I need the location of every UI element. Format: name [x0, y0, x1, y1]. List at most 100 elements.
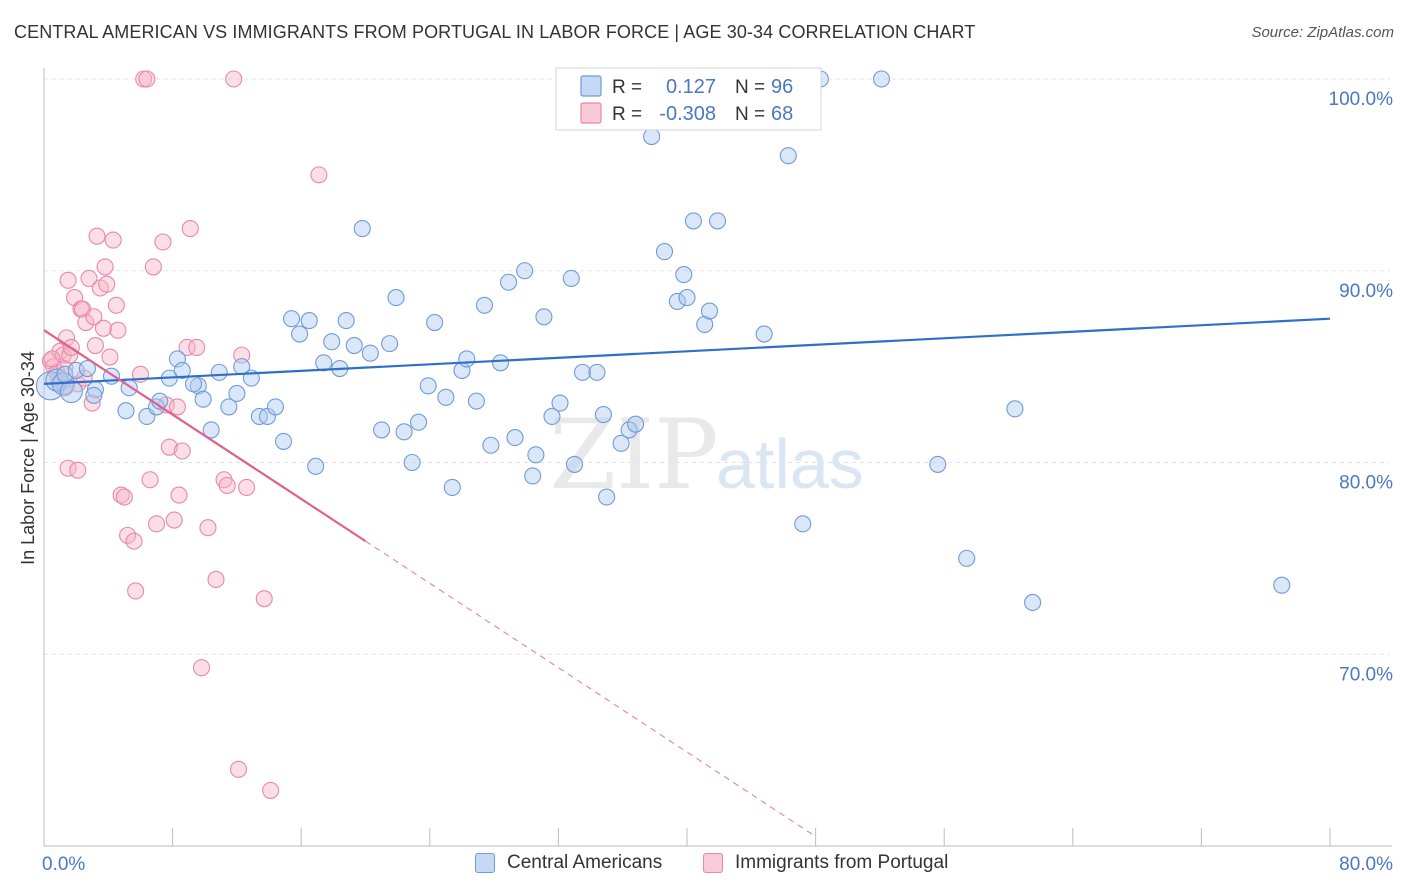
blue-point [491, 354, 510, 372]
watermark: ZIP atlas [549, 399, 863, 511]
legend-r-value: 0.127 [666, 76, 716, 98]
blue-point [283, 310, 301, 328]
blue-point [543, 407, 561, 426]
bottom-legend: Central Americans Immigrants from Portug… [0, 852, 1406, 878]
blue-point [337, 312, 355, 330]
legend-swatch-pink [580, 102, 602, 124]
blue-point [395, 423, 413, 441]
blue-point [85, 386, 103, 404]
blue-point [78, 359, 96, 378]
blue-point [202, 421, 220, 439]
blue-point [387, 289, 405, 307]
axes [43, 68, 1392, 847]
legend-n-value: 96 [771, 76, 793, 98]
pink-point [154, 233, 172, 251]
pink-point [218, 476, 236, 495]
pink-point [262, 781, 280, 799]
blue-point [573, 363, 592, 381]
pink-point [98, 275, 116, 293]
blue-point [475, 296, 494, 314]
blue-point [524, 467, 542, 485]
trend-line-pink [43, 329, 367, 543]
blue-point [1024, 593, 1042, 612]
legend-r-value: -0.308 [659, 103, 716, 125]
blue-point [307, 457, 325, 475]
blue-point [426, 313, 444, 332]
blue-point [184, 375, 203, 393]
blue-point [373, 421, 391, 439]
pink-point [80, 269, 98, 287]
blue-point [403, 453, 421, 472]
blue-point [194, 390, 212, 408]
blue-point [1273, 576, 1291, 594]
y-tick-label: 90.0% [1339, 281, 1393, 302]
pink-point [173, 442, 191, 460]
pink-point [138, 70, 156, 88]
blue-point [482, 436, 500, 454]
blue-point [210, 363, 228, 381]
blue-point [323, 333, 341, 351]
legend-n-label: N = [735, 77, 765, 98]
watermark-zip: ZIP [549, 399, 718, 511]
blue-point [535, 308, 553, 326]
pink-point [109, 321, 127, 339]
axis-labels: 100.0% 90.0% 80.0% 70.0% 0.0% 80.0% In Labor F… [18, 89, 1393, 875]
pink-point [96, 258, 114, 276]
pink-point [127, 582, 145, 600]
pink-point [168, 398, 186, 416]
blue-point [467, 392, 485, 410]
blue-point [361, 344, 379, 362]
pink-point [192, 659, 211, 677]
pink-point [170, 486, 188, 504]
blue-point [598, 488, 616, 506]
legend-item-central-americans[interactable]: Central Americans [475, 852, 662, 874]
legend-label-central-americans: Central Americans [507, 852, 663, 873]
blue-point [696, 315, 714, 333]
pink-point [147, 515, 166, 533]
blue-point [551, 394, 569, 412]
blue-point [117, 402, 135, 420]
blue-point [381, 335, 399, 353]
pink-point [119, 526, 137, 544]
blue-point [1006, 400, 1024, 418]
pink-point [207, 570, 225, 589]
pink-point [104, 231, 122, 249]
blue-point [220, 398, 238, 416]
pink-point [59, 271, 77, 289]
pink-point [101, 348, 119, 366]
x-tick-label: 0.0% [42, 854, 85, 875]
blue-point [675, 266, 693, 284]
blue-point [173, 361, 191, 380]
pink-point [188, 338, 206, 357]
pink-series-points [41, 70, 328, 799]
pink-point [255, 590, 273, 608]
blue-point [437, 388, 455, 406]
legend-r-label: R = [612, 104, 642, 125]
y-axis-title: In Labor Force | Age 30-34 [18, 351, 38, 565]
blue-point [353, 220, 371, 238]
pink-point [225, 70, 243, 88]
pink-point [181, 220, 199, 238]
y-tick-label: 70.0% [1339, 664, 1393, 685]
legend-swatch-pink [703, 853, 723, 873]
source-label: Source: ZipAtlas.com [1251, 24, 1394, 41]
blue-point [266, 398, 285, 416]
pink-point [86, 336, 104, 355]
blue-point [668, 292, 686, 310]
blue-point [345, 336, 363, 355]
blue-point [565, 455, 584, 473]
blue-point [643, 127, 661, 146]
legend-item-immigrants-portugal[interactable]: Immigrants from Portugal [703, 852, 948, 874]
blue-point [409, 413, 428, 431]
pink-point [160, 438, 178, 456]
legend-n-label: N = [735, 104, 765, 125]
blue-point [527, 446, 545, 464]
blue-point [684, 212, 702, 230]
blue-point [655, 243, 674, 261]
blue-point [620, 421, 638, 439]
blue-point [291, 325, 309, 343]
trend-line-blue [43, 317, 1331, 385]
blue-point [929, 455, 947, 473]
blue-point [872, 70, 891, 88]
